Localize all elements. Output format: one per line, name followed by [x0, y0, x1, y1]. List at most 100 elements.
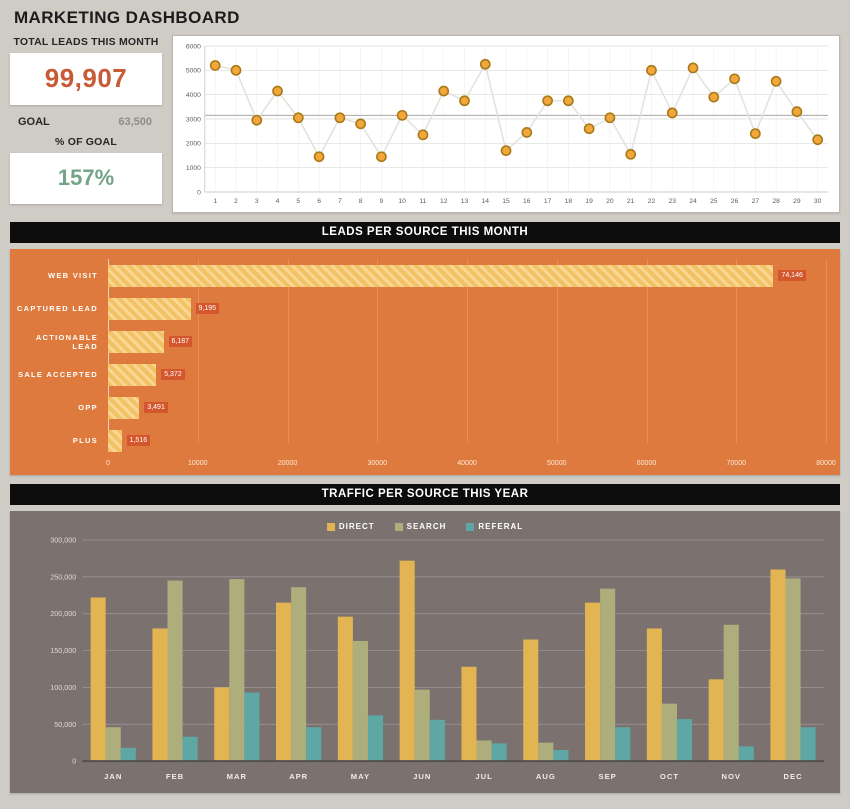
traffic-bar — [399, 560, 415, 762]
x-axis: 0 10000 20000 30000 40000 50000 60000 70000 8000… — [106, 457, 836, 473]
svg-text:13: 13 — [461, 198, 469, 205]
svg-text:4: 4 — [276, 198, 280, 205]
svg-text:7: 7 — [338, 198, 342, 205]
traffic-bar — [429, 719, 445, 762]
data-point — [666, 107, 678, 119]
traffic-bar — [167, 580, 183, 762]
traffic-bar — [105, 727, 121, 762]
traffic-bar — [461, 666, 477, 762]
legend-swatch — [326, 522, 335, 531]
bar-value-label: 1,516 — [126, 435, 151, 446]
data-point — [687, 62, 699, 74]
data-point — [355, 118, 366, 130]
svg-text:1000: 1000 — [186, 165, 201, 172]
svg-text:3: 3 — [255, 198, 259, 205]
bar-row: OPP 3,491 — [14, 391, 826, 424]
bar-row: SALE ACCEPTED 5,372 — [14, 358, 826, 391]
svg-text:2000: 2000 — [186, 141, 201, 148]
bar-category-label: WEB VISIT — [47, 271, 98, 280]
legend-label: DIRECT — [338, 522, 375, 531]
traffic-bar — [661, 703, 677, 762]
traffic-bar — [553, 750, 569, 762]
traffic-per-source-chart: DIRECT SEARCH REFERAL 0 50,000 100,000 150,00… — [10, 511, 840, 794]
svg-text:2: 2 — [234, 198, 238, 205]
svg-text:300,000: 300,000 — [50, 536, 76, 545]
svg-text:DEC: DEC — [783, 772, 802, 781]
bar-value-label: 3,491 — [144, 402, 168, 413]
traffic-bar — [476, 740, 492, 762]
data-point — [500, 145, 512, 157]
x-axis-tick: 20000 — [277, 460, 298, 467]
svg-text:17: 17 — [544, 198, 552, 205]
svg-text:15: 15 — [502, 198, 510, 205]
svg-text:50,000: 50,000 — [54, 720, 76, 729]
svg-text:26: 26 — [731, 198, 739, 205]
svg-text:JAN: JAN — [104, 772, 122, 781]
traffic-bar — [615, 727, 631, 762]
bar-value-label: 6,187 — [168, 336, 193, 347]
svg-text:MAR: MAR — [227, 772, 247, 781]
svg-text:16: 16 — [523, 198, 531, 205]
percent-goal-label: % OF GOAL — [55, 135, 117, 148]
legend-item: REFERAL — [466, 522, 523, 531]
svg-text:22: 22 — [648, 198, 656, 205]
total-leads-box: 99,907 — [10, 53, 162, 105]
svg-text:SEP: SEP — [598, 772, 616, 781]
data-point — [770, 75, 782, 87]
goal-label: GOAL — [18, 115, 50, 128]
traffic-bar — [523, 639, 539, 762]
traffic-bar — [152, 628, 168, 762]
svg-text:NOV: NOV — [721, 772, 741, 781]
svg-text:JUN: JUN — [413, 772, 431, 781]
bar-row: CAPTURED LEAD 9,195 — [14, 292, 826, 325]
leads-bars-plot: WEB VISIT 74,146 CAPTURED LEAD 9,195 ACTIONA… — [14, 259, 827, 457]
bar-category-label: SALE ACCEPTED — [18, 370, 98, 379]
traffic-bar — [337, 616, 353, 762]
traffic-bar — [352, 640, 368, 762]
data-point — [272, 85, 283, 97]
svg-text:5000: 5000 — [186, 68, 201, 75]
svg-text:100,000: 100,000 — [50, 683, 76, 692]
traffic-bar — [244, 692, 260, 762]
bar — [108, 264, 774, 287]
traffic-legend: DIRECT SEARCH REFERAL — [14, 518, 836, 534]
svg-text:25: 25 — [710, 198, 718, 205]
svg-text:6: 6 — [317, 198, 321, 205]
x-axis-tick: 10000 — [188, 460, 208, 467]
x-axis-tick: 70000 — [726, 460, 746, 467]
data-point — [625, 148, 637, 160]
leads-section-header: LEADS PER SOURCE THIS MONTH — [10, 222, 840, 243]
stats-panel: TOTAL LEADS THIS MONTH 99,907 GOAL 63,50… — [10, 35, 162, 213]
legend-label: REFERAL — [478, 522, 524, 531]
svg-text:200,000: 200,000 — [50, 609, 76, 618]
total-leads-label: TOTAL LEADS THIS MONTH — [13, 36, 159, 48]
svg-text:23: 23 — [668, 198, 676, 205]
data-point — [749, 128, 761, 139]
svg-text:5: 5 — [296, 198, 300, 205]
bar — [108, 330, 164, 353]
traffic-bar — [646, 628, 662, 762]
bar — [108, 363, 157, 386]
legend-label: SEARCH — [406, 522, 447, 531]
traffic-bar — [214, 687, 230, 762]
data-point — [646, 64, 657, 76]
legend-item: DIRECT — [326, 522, 375, 531]
svg-text:21: 21 — [627, 198, 635, 205]
bar-category-label: ACTIONABLE LEAD — [35, 332, 98, 351]
svg-text:14: 14 — [482, 198, 490, 205]
leads-per-source-chart: WEB VISIT 74,146 CAPTURED LEAD 9,195 ACTIONA… — [10, 249, 840, 475]
bar-value-label: 9,195 — [195, 303, 220, 314]
data-point — [729, 73, 740, 85]
bar — [108, 396, 140, 419]
data-point — [521, 126, 533, 138]
svg-text:30: 30 — [814, 198, 822, 205]
svg-text:27: 27 — [752, 198, 760, 205]
legend-swatch — [394, 522, 403, 531]
svg-text:28: 28 — [772, 198, 780, 205]
data-point — [334, 112, 346, 124]
traffic-bar — [800, 727, 816, 762]
daily-leads-chart: 0 1000 2000 3000 4000 5000 6000 1 2 3 4 5 6 7 8 9 10 11 12… — [172, 35, 840, 213]
data-point — [479, 58, 491, 70]
x-axis-tick: 40000 — [457, 460, 477, 467]
